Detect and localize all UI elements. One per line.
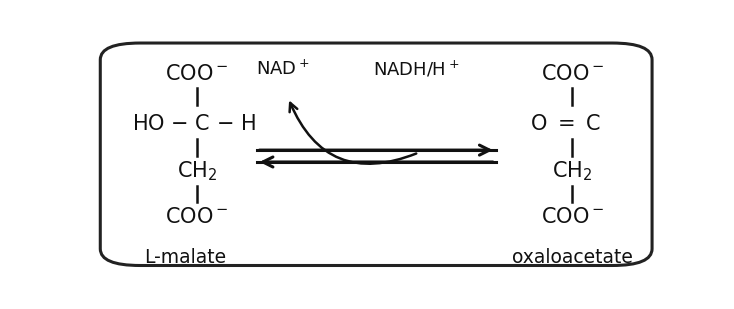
- Text: COO$^-$: COO$^-$: [165, 207, 228, 227]
- Text: O $=$ C: O $=$ C: [530, 114, 601, 134]
- Text: CH$_2$: CH$_2$: [177, 160, 217, 183]
- Text: COO$^-$: COO$^-$: [541, 207, 604, 227]
- Text: HO $-$ C $-$ H: HO $-$ C $-$ H: [132, 114, 256, 134]
- Text: oxaloacetate: oxaloacetate: [512, 248, 633, 267]
- Text: COO$^-$: COO$^-$: [541, 64, 604, 84]
- Text: L-malate: L-malate: [145, 248, 227, 267]
- FancyArrowPatch shape: [290, 103, 416, 164]
- Text: NAD$^+$: NAD$^+$: [255, 60, 309, 79]
- Text: COO$^-$: COO$^-$: [165, 64, 228, 84]
- Text: CH$_2$: CH$_2$: [552, 160, 592, 183]
- FancyBboxPatch shape: [101, 43, 652, 265]
- Text: NADH/H$^+$: NADH/H$^+$: [373, 59, 459, 79]
